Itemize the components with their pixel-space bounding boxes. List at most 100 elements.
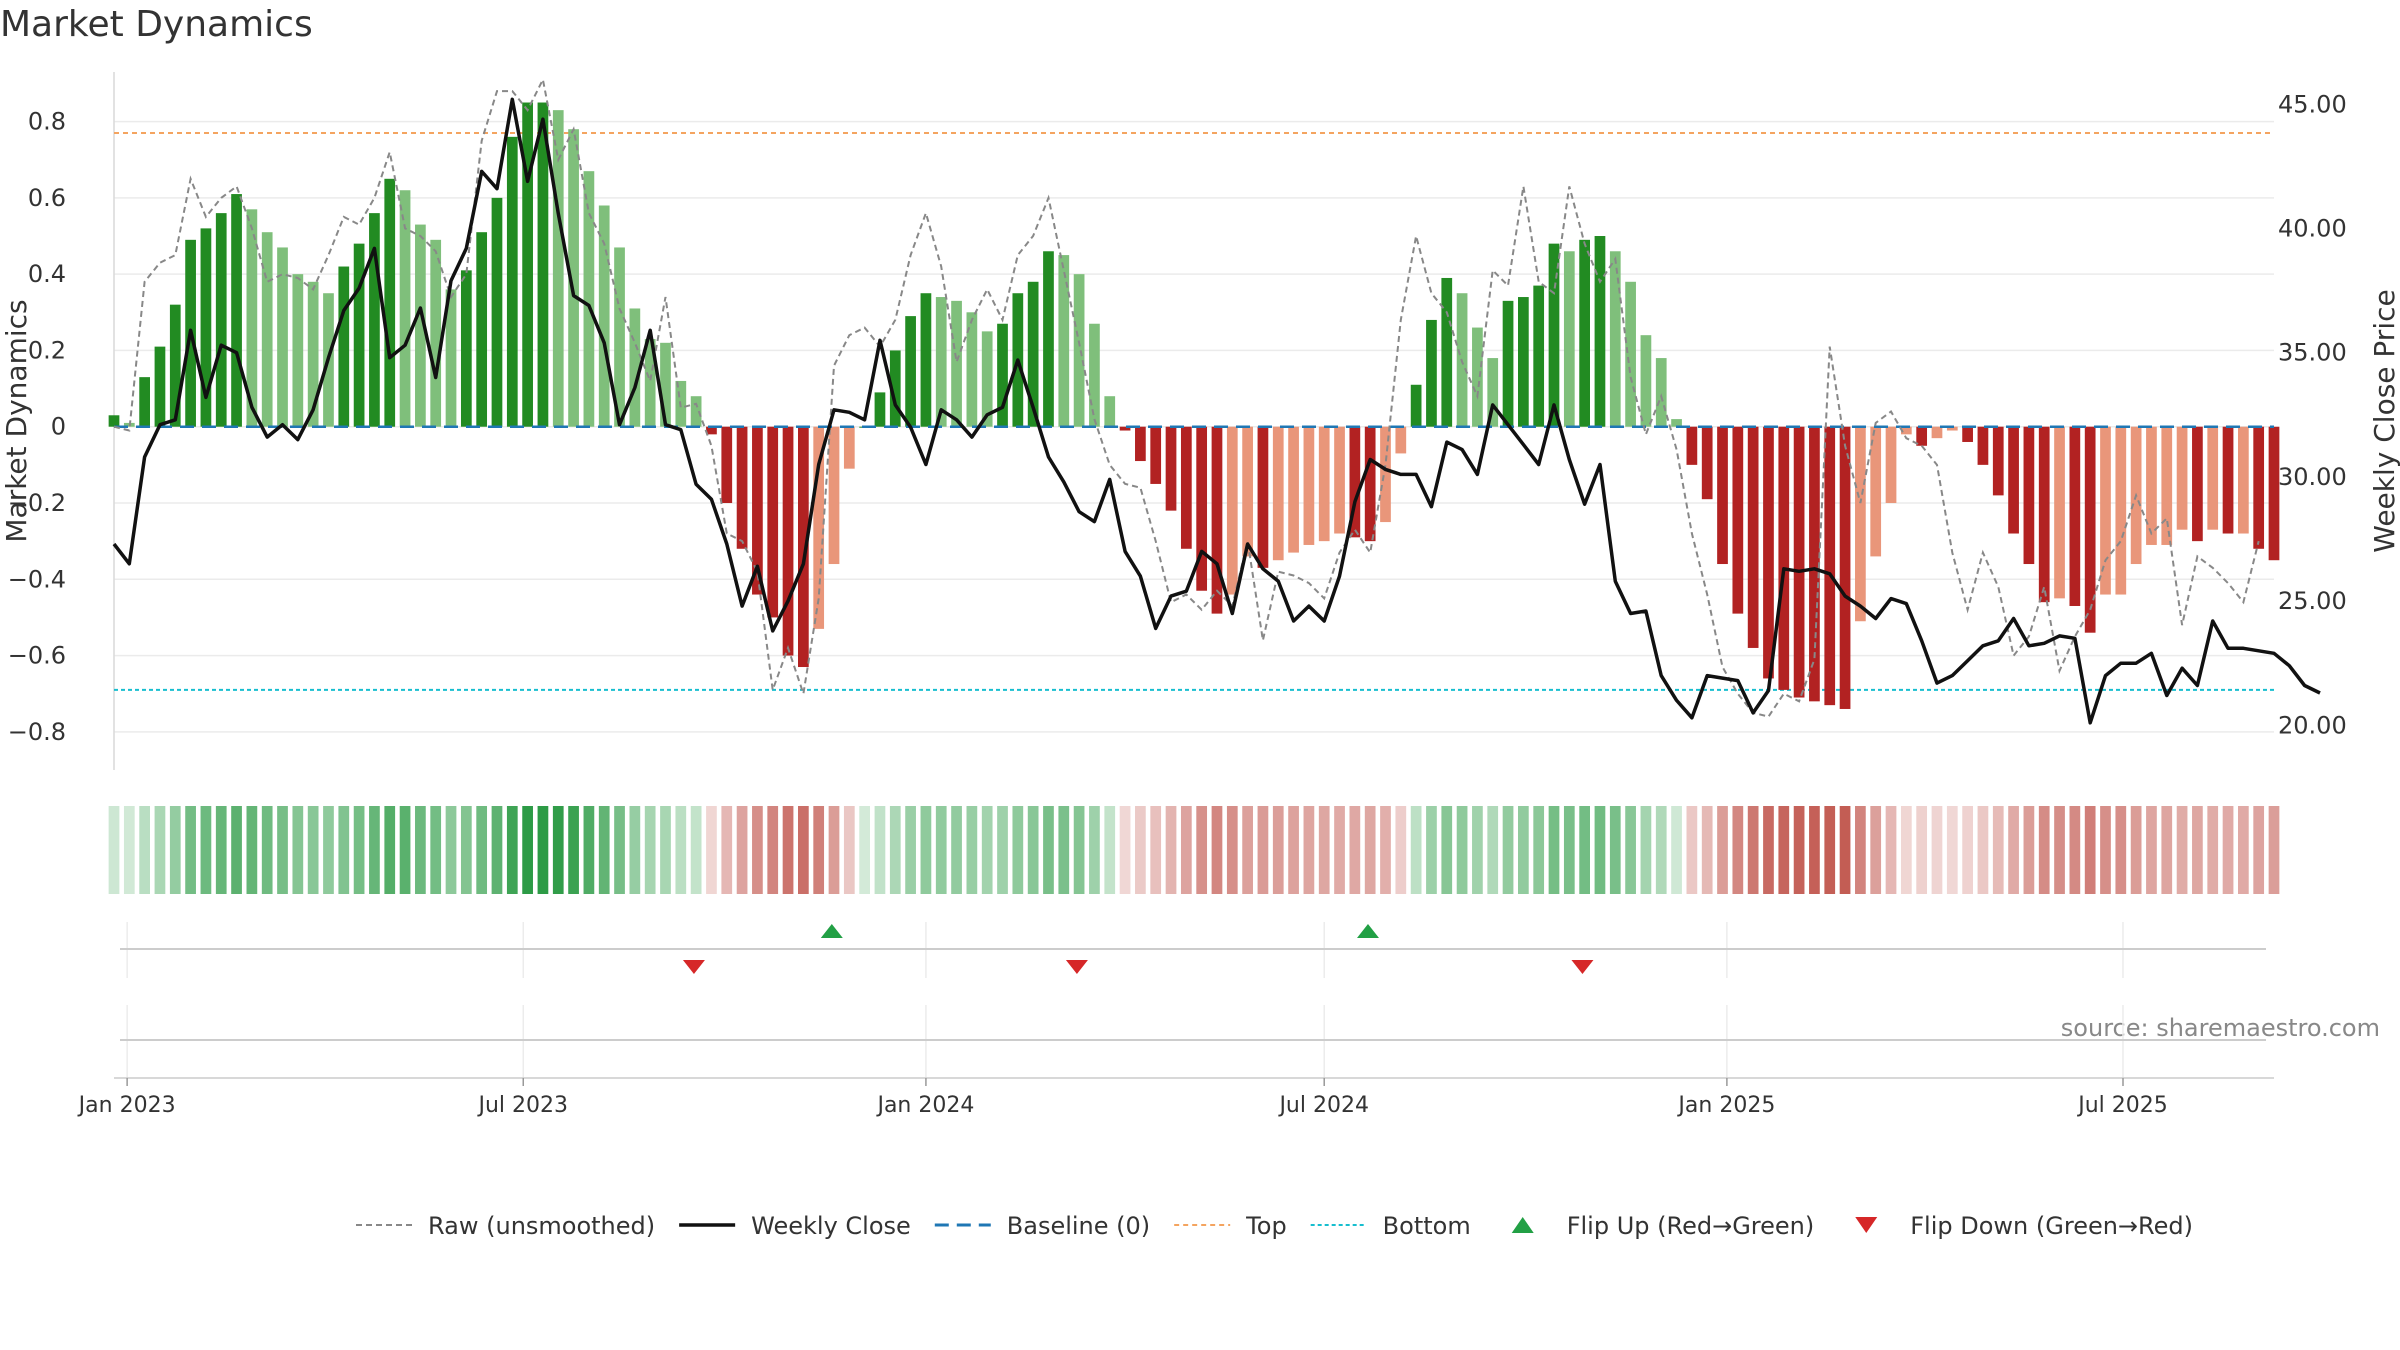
- dynamics-bar: [568, 129, 579, 427]
- heat-strip-cell: [843, 806, 855, 894]
- heat-strip-cell: [1563, 806, 1575, 894]
- heat-strip-cell: [1242, 806, 1253, 894]
- dynamics-bar: [460, 270, 472, 427]
- heat-strip-cell: [1992, 806, 2004, 894]
- dynamics-bar: [2069, 426, 2081, 606]
- legend-label-raw: Raw (unsmoothed): [428, 1212, 655, 1240]
- left-tick-label: 0.8: [28, 108, 66, 136]
- legend-label-baseline: Baseline (0): [1007, 1212, 1150, 1240]
- dynamics-bar: [353, 243, 365, 427]
- dynamics-bar: [721, 426, 733, 504]
- dynamics-bar: [951, 300, 962, 427]
- heat-strip-cell: [1410, 806, 1422, 894]
- heat-strip-cell: [1824, 806, 1836, 894]
- heat-strip-cell: [399, 806, 411, 894]
- heat-strip-cell: [1211, 806, 1223, 894]
- heat-strip-cell: [307, 806, 319, 894]
- heat-strip-cell: [951, 806, 962, 894]
- dynamics-bar: [1763, 426, 1774, 679]
- heat-strip-cell: [1747, 806, 1759, 894]
- left-axis-title: Market Dynamics: [0, 299, 33, 542]
- heat-strip-cell: [1579, 806, 1590, 894]
- heat-strip-cell: [384, 806, 396, 894]
- dynamics-bar: [1349, 426, 1361, 538]
- dynamics-bar: [813, 426, 825, 629]
- heat-strip-cell: [1793, 806, 1805, 894]
- dynamics-bar: [1441, 277, 1453, 427]
- heat-strip-cell: [1778, 806, 1790, 894]
- x-tick-label: Jan 2023: [77, 1093, 176, 1118]
- heat-strip-cell: [261, 806, 273, 894]
- right-tick-label: 20.00: [2278, 711, 2347, 739]
- dynamics-bar: [1717, 426, 1728, 565]
- dynamics-bar: [1043, 251, 1054, 427]
- dynamics-bar: [583, 171, 595, 427]
- dynamics-bar: [1594, 236, 1606, 427]
- heat-strip-cell: [2115, 806, 2127, 894]
- dynamics-bar: [1640, 335, 1652, 427]
- dynamics-bar: [169, 304, 181, 427]
- left-tick-label: 0.6: [28, 184, 66, 212]
- heat-strip-cell: [445, 806, 457, 894]
- dynamics-bar: [997, 323, 1008, 427]
- dynamics-bar: [1609, 251, 1621, 427]
- heat-strip-cell: [782, 806, 794, 894]
- heat-strip-cell: [1962, 806, 1973, 894]
- heat-strip-cell: [767, 806, 779, 894]
- dynamics-bar: [1533, 285, 1545, 427]
- dynamics-bar: [1548, 243, 1560, 427]
- dynamics-bar: [506, 136, 518, 427]
- left-tick-label: 0: [51, 413, 66, 441]
- legend-label-flip-down: Flip Down (Green→Red): [1910, 1212, 2193, 1240]
- dynamics-bar: [1962, 426, 1973, 442]
- heat-strip-cell: [690, 806, 702, 894]
- weekly-close-line: [112, 97, 2321, 725]
- dynamics-bar: [828, 426, 840, 565]
- heat-strip-cell: [154, 806, 166, 894]
- heat-strip-cell: [1272, 806, 1284, 894]
- dynamics-bar: [1946, 426, 1958, 431]
- dynamics-bar: [522, 102, 533, 427]
- dynamics-bar: [537, 102, 549, 427]
- dynamics-bar: [1380, 426, 1391, 523]
- legend-label-flip-up: Flip Up (Red→Green): [1567, 1212, 1815, 1240]
- heat-strip-cell: [277, 806, 288, 894]
- heat-strip-cell: [215, 806, 227, 894]
- heat-strip-cell: [2023, 806, 2035, 894]
- heat-strip-cell: [1364, 806, 1376, 894]
- dynamics-bar: [920, 293, 932, 427]
- dynamics-bar: [277, 247, 288, 427]
- x-tick-label: Jul 2023: [476, 1093, 568, 1118]
- dynamics-bar: [1288, 426, 1299, 553]
- x-tick-label: Jan 2024: [875, 1093, 974, 1118]
- left-tick-label: −0.2: [8, 489, 66, 517]
- heat-strip-cell: [169, 806, 181, 894]
- heat-strip-cell: [1946, 806, 1958, 894]
- dynamics-bar: [905, 316, 916, 427]
- flip-up-marker: [820, 924, 843, 938]
- dynamics-bar: [2253, 426, 2265, 549]
- heat-strip-cell: [353, 806, 365, 894]
- heat-strip-cell: [200, 806, 212, 894]
- x-tick-label: Jul 2024: [1277, 1093, 1369, 1118]
- heat-strip-cell: [568, 806, 579, 894]
- dynamics-bar: [874, 392, 886, 427]
- heat-strip-cell: [1839, 806, 1851, 894]
- dynamics-bar: [445, 289, 457, 427]
- heat-strip-cell: [1073, 806, 1085, 894]
- dynamics-bar: [614, 247, 625, 427]
- heat-strip-cell: [1104, 806, 1116, 894]
- heat-strip-cell: [1625, 806, 1636, 894]
- heat-strip-cell: [1303, 806, 1315, 894]
- dynamics-bar: [1150, 426, 1162, 484]
- heat-strip-cell: [2069, 806, 2081, 894]
- heat-strip-cell: [123, 806, 135, 894]
- heat-strip-cell: [1809, 806, 1820, 894]
- heat-strip-cell: [430, 806, 442, 894]
- dynamics-bar: [767, 426, 779, 618]
- flip-down-marker: [682, 960, 705, 974]
- dynamics-bar: [981, 331, 993, 427]
- dynamics-bar: [1502, 300, 1514, 427]
- heat-strip-cell: [231, 806, 242, 894]
- heat-strip-cell: [369, 806, 380, 894]
